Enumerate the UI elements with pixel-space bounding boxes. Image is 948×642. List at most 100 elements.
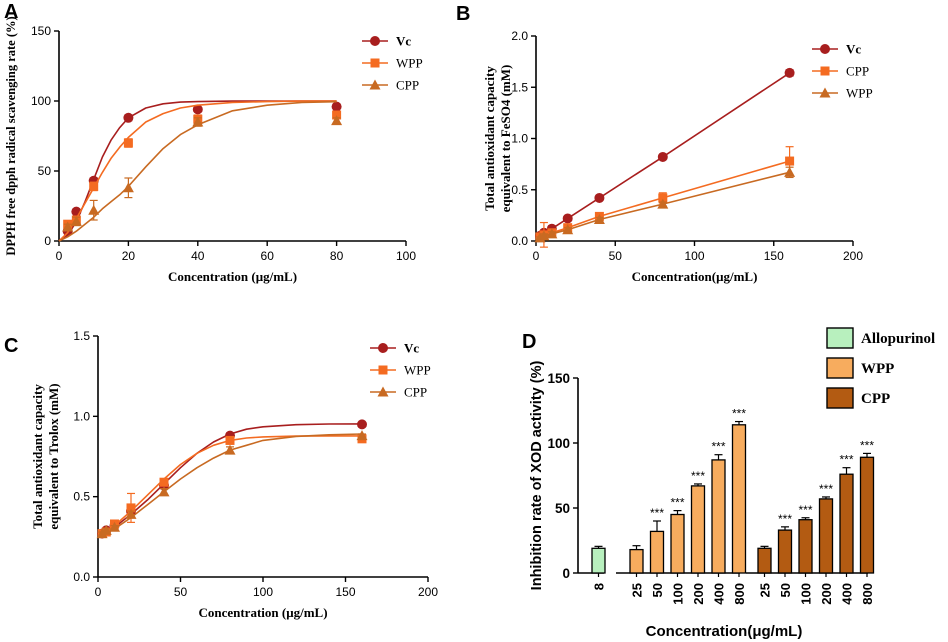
- y-tick-label: 50: [38, 164, 52, 178]
- data-point: [224, 444, 236, 455]
- data-point: [109, 521, 120, 532]
- y-tick-label: 1.0: [73, 409, 90, 423]
- x-axis-label: Concentration (μg/mL): [168, 269, 297, 284]
- legend-marker: [378, 343, 388, 353]
- x-tick-label: 200: [418, 585, 438, 599]
- significance-label: ***: [670, 496, 684, 510]
- y-axis-label: Total antioxidant capacityequivalent to …: [30, 383, 61, 529]
- legend-marker: [378, 365, 388, 375]
- series-cpp: [96, 430, 368, 539]
- legend-label: Vc: [396, 34, 411, 49]
- bar-group-wpp: 25 *** 50 *** 100 *** 200 *** 400 *** 800: [629, 407, 747, 605]
- legend-marker: [369, 79, 381, 90]
- series-wpp: [534, 166, 796, 243]
- data-point: [122, 182, 134, 193]
- panel-A: 0 20 40 60 80 100 0 50 100 150 Concentration (μg/m…: [4, 1, 423, 284]
- x-tick-label: 80: [330, 249, 344, 263]
- panel-label: C: [4, 335, 18, 357]
- series-line: [97, 433, 363, 538]
- significance-label: ***: [798, 503, 812, 517]
- panel-label: A: [4, 1, 18, 23]
- x-tick-label: 800: [860, 583, 875, 605]
- x-axis-label: Concentration(μg/mL): [632, 269, 758, 284]
- data-point: [332, 110, 342, 120]
- y-tick-label: 0.5: [511, 183, 528, 197]
- y-tick-label: 0: [44, 234, 51, 248]
- significance-label: ***: [778, 512, 792, 526]
- legend-label: CPP: [861, 391, 890, 407]
- data-point: [594, 192, 605, 203]
- data-point: [562, 224, 574, 235]
- data-point: [785, 156, 795, 166]
- bar: [670, 513, 685, 574]
- data-point: [70, 215, 82, 226]
- bar: [629, 548, 644, 574]
- x-tick-label: 25: [630, 583, 645, 597]
- bar: [757, 547, 772, 574]
- data-point: [123, 112, 134, 123]
- y-tick-label: 0.0: [73, 570, 90, 584]
- data-point: [657, 151, 668, 162]
- series-cpp: [535, 146, 795, 248]
- data-point: [657, 198, 669, 209]
- y-axis-label-line: Total antioxidant capacity: [30, 384, 45, 529]
- x-tick-label: 100: [671, 583, 686, 605]
- data-point: [784, 67, 795, 78]
- bar: [859, 456, 875, 574]
- legend: Allopurinol WPP CPP: [826, 327, 935, 409]
- legend-swatch: [826, 387, 854, 409]
- legend-label: WPP: [404, 363, 431, 378]
- significance-label: ***: [860, 438, 874, 452]
- data-point: [356, 430, 368, 441]
- data-point: [192, 116, 204, 127]
- bar: [777, 529, 793, 574]
- x-tick-label: 150: [764, 249, 784, 263]
- y-tick-label: 0.0: [511, 234, 528, 248]
- significance-label: ***: [691, 469, 705, 483]
- x-axis-label: Concentration(μg/mL): [646, 623, 803, 640]
- panel-label: B: [456, 3, 470, 25]
- data-point: [88, 204, 100, 215]
- y-tick-label: 1.5: [511, 80, 528, 94]
- data-point: [159, 477, 169, 487]
- y-tick-label: 150: [547, 371, 570, 386]
- x-axis-label: Concentration (μg/mL): [198, 605, 327, 620]
- bar: [798, 519, 813, 574]
- y-axis-label-line: equivalent to FeSO4 (mM): [498, 65, 513, 213]
- series-line: [97, 435, 362, 536]
- bar: [818, 498, 834, 574]
- significance-label: ***: [732, 407, 746, 421]
- x-tick-label: 0: [56, 249, 63, 263]
- x-tick-label: 200: [843, 249, 863, 263]
- x-tick-label: 400: [712, 583, 727, 605]
- legend-label: Vc: [404, 341, 419, 356]
- legend: Vc CPP WPP: [812, 42, 873, 101]
- data-point: [62, 221, 74, 232]
- data-point: [100, 524, 112, 535]
- y-tick-label: 100: [31, 94, 51, 108]
- x-tick-label: 20: [122, 249, 136, 263]
- series-line: [58, 100, 337, 242]
- x-tick-label: 100: [253, 585, 273, 599]
- data-point: [357, 419, 367, 430]
- legend-marker: [370, 36, 380, 46]
- panel-label: D: [522, 331, 536, 353]
- panel-C: 0 50 100 150 200 0.0 0.5 1.0 1.5 Concentration (μ…: [4, 329, 438, 620]
- y-axis-label-line: equivalent to Trolox (mM): [46, 383, 61, 529]
- data-point: [192, 104, 203, 115]
- legend-label: WPP: [861, 361, 894, 377]
- data-point: [89, 181, 99, 191]
- x-tick-label: 0: [95, 585, 102, 599]
- data-point: [331, 115, 343, 126]
- legend-label: CPP: [396, 78, 419, 93]
- x-tick-label: 50: [650, 583, 665, 597]
- data-point: [593, 213, 605, 224]
- data-point: [784, 166, 796, 177]
- x-tick-label: 200: [819, 583, 834, 605]
- y-tick-label: 2.0: [511, 29, 528, 43]
- significance-label: ***: [650, 506, 664, 520]
- x-tick-label: 150: [335, 585, 355, 599]
- y-tick-label: 0.5: [73, 490, 90, 504]
